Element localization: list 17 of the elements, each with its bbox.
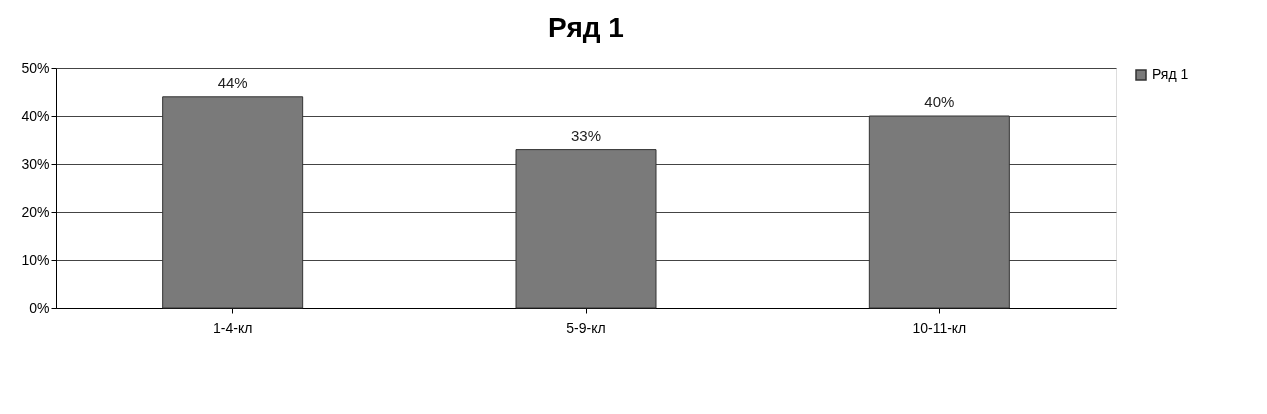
x-tick-label: 5-9-кл	[566, 319, 606, 336]
y-tick-label: 30%	[21, 155, 50, 172]
text: 44%	[217, 73, 248, 91]
bar	[515, 149, 657, 309]
y-tick-label: 10%	[21, 251, 50, 268]
y-tick-label: 50%	[21, 59, 50, 76]
text: 33%	[570, 126, 602, 144]
y-tick-label: 40%	[21, 107, 50, 124]
legend-label: Ряд 1	[1152, 66, 1189, 82]
chart-title: Ряд 1	[548, 12, 624, 43]
text: 40%	[924, 93, 955, 110]
y-tick-label: 20%	[21, 203, 50, 220]
x-tick-label: 10-11-кл	[912, 319, 967, 336]
x-tick-label: 1-4-кл	[212, 319, 253, 336]
bar	[162, 96, 304, 309]
bar	[868, 115, 1010, 309]
y-tick-label: 0%	[29, 299, 50, 316]
